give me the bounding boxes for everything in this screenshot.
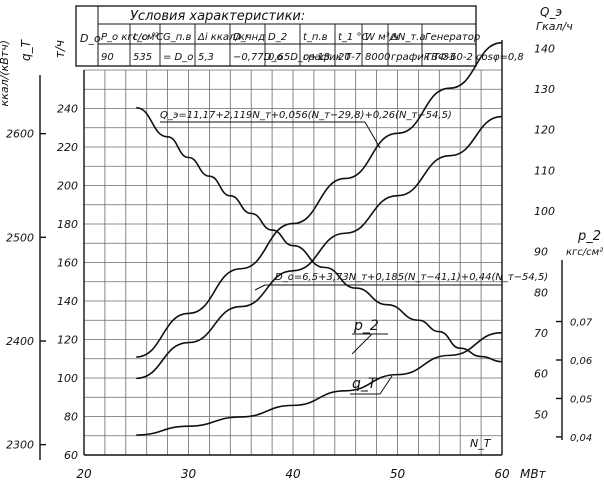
d-series-curve: [136, 115, 503, 380]
table-value-cell: −0,77D_o: [233, 52, 282, 63]
y-tick-label-q: 110: [534, 164, 555, 177]
table-header-cell: t_п.в: [303, 32, 328, 43]
x-tick-label: 20: [76, 467, 92, 481]
table-header-cell: Генератор: [425, 32, 480, 43]
qt-series-curve: [136, 106, 503, 363]
y-tick-label-d: 180: [57, 218, 78, 231]
qt-curve-label: q_T: [352, 376, 378, 392]
y-tick-label-d: 100: [57, 372, 78, 385]
x-tick-label: 50: [390, 467, 406, 481]
x-unit-label: МВт: [520, 467, 547, 481]
conditions-table: Условия характеристики: D_o P_o кгс/см² 9…: [75, 5, 524, 67]
q-series-curve: [136, 41, 503, 358]
curve-labels: Q_э=11,17+2,119N_т+0,056(N_т−29,8)+0,26(…: [160, 110, 548, 395]
table-value-cell: 535: [133, 52, 152, 63]
y-tick-label-qt: 2400: [6, 335, 34, 348]
table-header-cell: P_o кгс/см²: [101, 32, 159, 43]
table-header-cell: D_2: [268, 32, 287, 43]
y-tick-label-qt: 2500: [6, 231, 34, 244]
table-header-cell: t_1 °C: [338, 32, 368, 43]
y-tick-label-p2: 0,06: [570, 356, 592, 367]
x-tick-label: 30: [181, 467, 197, 481]
y-tick-label-d: 220: [57, 141, 78, 154]
y-tick-label-p2: 0,05: [570, 394, 592, 405]
axis-unit-labels: ккал/(кВтч) q_T т/ч Q_э Гкал/ч p_2 кгс/с…: [0, 5, 603, 481]
y-tick-label-q: 130: [534, 83, 555, 96]
y-tick-label-p2: 0,04: [570, 433, 592, 444]
y-tick-label-q: 60: [534, 368, 548, 381]
x-tick-label: 40: [285, 467, 301, 481]
y-tick-label-d: 200: [57, 180, 78, 193]
y-tick-label-q: 70: [534, 327, 548, 340]
y-tick-label-q: 50: [534, 408, 548, 421]
table-header-cell: Δi ккал/кг: [197, 32, 251, 43]
table-value-cell: 8000: [365, 52, 390, 63]
q-symbol-label: Q_э: [540, 5, 562, 19]
table-value-cell: 5,3: [198, 52, 214, 63]
y-tick-label-q: 120: [534, 124, 555, 137]
table-value-cell: ТВФ-60-2 cosφ=0,8: [425, 52, 524, 63]
p2-curve-label: p_2: [353, 318, 379, 334]
table-value-cell: 20: [338, 52, 351, 63]
d-unit-label: т/ч: [53, 40, 67, 58]
tick-labels: 20 30 40 50 60 60 80 100 120 140 160 180 200 220 240 23…: [6, 42, 593, 481]
p2-unit-label: кгс/см²: [566, 247, 603, 258]
curves: [136, 41, 503, 436]
p2-series-curve: [136, 331, 503, 436]
q-formula-pointer: [364, 121, 381, 149]
table-header-cell: t_o °C: [133, 32, 163, 43]
y-tick-label-d: 120: [57, 334, 78, 347]
table-row-label-d0: D_o: [80, 32, 101, 45]
y-tick-label-q: 80: [534, 286, 548, 299]
qt-unit-label: ккал/(кВтч): [0, 40, 11, 106]
q-unit-label: Гкал/ч: [536, 20, 573, 33]
table-title: Условия характеристики:: [130, 9, 305, 24]
y-tick-label-qt: 2600: [6, 128, 34, 141]
x-tick-label: 60: [494, 467, 510, 481]
y-tick-label-d: 80: [64, 411, 78, 424]
y-tick-label-q: 100: [534, 205, 555, 218]
table-value-cell: 0,65D_o+13: [268, 52, 330, 63]
y-tick-label-d: 140: [57, 295, 78, 308]
y-tick-label-d: 240: [57, 103, 78, 116]
table-header-cell: D_чнд: [233, 32, 265, 43]
y-tick-label-d: 60: [64, 449, 78, 462]
y-tick-label-p2: 0,07: [570, 318, 593, 329]
table-header-cell: G_п.в: [163, 32, 191, 43]
table-value-cell: график Т-33: [391, 52, 455, 63]
d-formula-label: D_o=6,5+3,73N_т+0,185(N_т−41,1)+0,44(N_т…: [275, 272, 548, 283]
y-tick-label-qt: 2300: [6, 439, 34, 452]
y-tick-label-q: 90: [534, 246, 548, 259]
p2-curve-pointer: [351, 333, 373, 355]
x-var-label: N_T: [470, 437, 492, 450]
grid: [83, 69, 503, 456]
q-formula-label: Q_э=11,17+2,119N_т+0,056(N_т−29,8)+0,26(…: [160, 110, 452, 121]
qt-curve-pointer: [379, 375, 393, 395]
table-header-cell: ΔN_т.а: [390, 32, 425, 43]
y-tick-label-q: 140: [534, 42, 555, 55]
y-tick-label-d: 160: [57, 257, 78, 270]
table-value-cell: 90: [101, 52, 114, 63]
table-header-cell: W м³/ч: [365, 32, 399, 43]
qt-symbol-label: q_T: [19, 38, 33, 61]
table-value-cell: = D_o: [163, 52, 193, 63]
table-value-cell: график Т-7: [303, 52, 362, 63]
p2-symbol-label: p_2: [577, 229, 601, 244]
d-formula-pointer: [254, 284, 266, 291]
